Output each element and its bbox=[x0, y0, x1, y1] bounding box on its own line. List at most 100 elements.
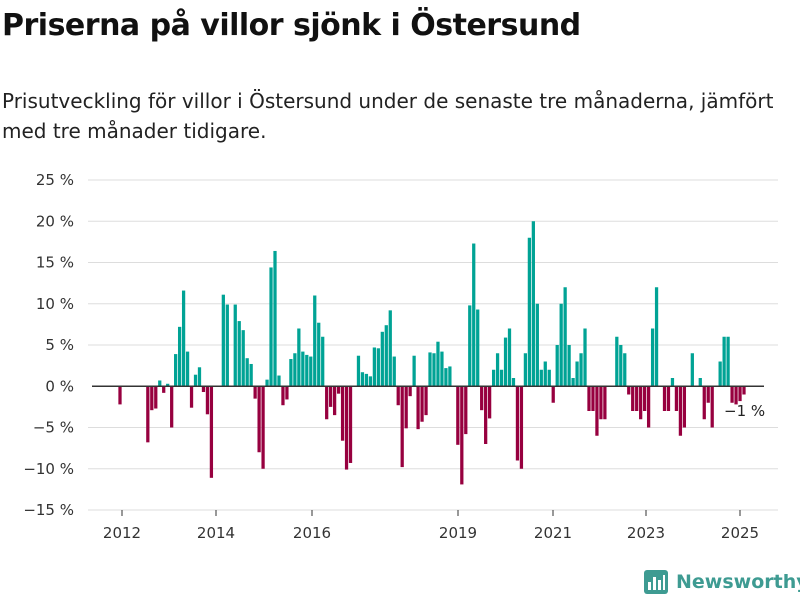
bar bbox=[329, 386, 333, 407]
bar bbox=[396, 386, 400, 406]
bar bbox=[400, 386, 404, 468]
y-tick-label: 15 % bbox=[36, 254, 74, 272]
bar bbox=[567, 345, 571, 387]
bar bbox=[412, 355, 416, 387]
bar bbox=[547, 369, 551, 387]
bar bbox=[579, 353, 583, 387]
bar bbox=[174, 354, 178, 387]
bar bbox=[559, 303, 563, 387]
bar bbox=[623, 353, 627, 387]
bar bbox=[460, 386, 464, 485]
y-tick-label: −10 % bbox=[23, 460, 74, 478]
bar bbox=[146, 386, 150, 443]
bar bbox=[432, 353, 436, 387]
bar bbox=[233, 304, 237, 387]
bar bbox=[340, 386, 345, 441]
bar bbox=[384, 325, 388, 387]
bar bbox=[166, 383, 170, 387]
bar bbox=[527, 237, 532, 387]
bar bbox=[293, 353, 297, 387]
bar bbox=[587, 386, 591, 411]
bar bbox=[372, 347, 376, 387]
bar bbox=[654, 287, 659, 387]
y-axis-ticks: 25 % 20 % 15 % 10 % 5 % 0 % −5 % −10 % −15 % bbox=[23, 171, 74, 519]
bar bbox=[507, 328, 512, 387]
bar bbox=[472, 243, 476, 387]
bar bbox=[674, 386, 679, 411]
bar bbox=[722, 336, 726, 387]
bar bbox=[177, 326, 182, 387]
y-tick-label: −5 % bbox=[33, 419, 74, 437]
bar bbox=[476, 309, 480, 387]
bar bbox=[718, 361, 722, 387]
bar bbox=[615, 336, 619, 387]
bar bbox=[551, 386, 555, 403]
x-tick-label: 2016 bbox=[293, 524, 331, 542]
bar bbox=[639, 386, 643, 420]
bar bbox=[631, 386, 635, 411]
bar bbox=[221, 294, 225, 387]
y-tick-label: 20 % bbox=[36, 212, 74, 230]
bar bbox=[364, 373, 369, 387]
bar bbox=[519, 386, 524, 469]
bar bbox=[277, 375, 281, 387]
x-tick-label: 2023 bbox=[627, 524, 665, 542]
bar bbox=[424, 386, 428, 416]
bar-chart: 25 % 20 % 15 % 10 % 5 % 0 % −5 % −10 % −15 % 201… bbox=[23, 171, 778, 542]
bar bbox=[281, 386, 285, 406]
bar bbox=[193, 374, 198, 387]
bar bbox=[456, 386, 460, 445]
brand-name: Newsworthy bbox=[676, 571, 800, 593]
bar bbox=[670, 378, 675, 387]
bar bbox=[666, 386, 671, 411]
bar bbox=[158, 380, 162, 387]
bar bbox=[575, 361, 579, 387]
bar bbox=[245, 358, 249, 387]
bar bbox=[706, 386, 710, 403]
bar bbox=[742, 386, 746, 395]
bar bbox=[635, 386, 639, 411]
y-tick-label: 10 % bbox=[36, 295, 74, 313]
y-tick-label: −15 % bbox=[23, 501, 74, 519]
bar bbox=[392, 356, 396, 387]
bar bbox=[289, 359, 293, 387]
bar bbox=[738, 386, 742, 402]
y-tick-label: 0 % bbox=[45, 377, 74, 395]
bar bbox=[189, 386, 194, 408]
bar bbox=[480, 386, 484, 411]
bar bbox=[682, 386, 687, 428]
bar bbox=[265, 379, 269, 387]
gridlines bbox=[88, 179, 778, 511]
bar bbox=[368, 376, 373, 387]
bar bbox=[185, 351, 190, 387]
bar bbox=[201, 386, 206, 393]
bar bbox=[428, 352, 432, 387]
bar bbox=[360, 372, 365, 387]
bar bbox=[150, 386, 154, 411]
bar bbox=[253, 386, 257, 399]
bar bbox=[420, 386, 424, 422]
bar bbox=[285, 386, 289, 400]
bar bbox=[273, 250, 277, 387]
bar bbox=[726, 336, 730, 387]
bar bbox=[511, 378, 516, 387]
bar bbox=[313, 295, 317, 387]
bar bbox=[118, 386, 122, 405]
x-tick-label: 2019 bbox=[439, 524, 477, 542]
bar bbox=[499, 369, 504, 387]
bar bbox=[408, 386, 412, 397]
bar bbox=[491, 369, 496, 387]
brand-logo: Newsworthy bbox=[644, 566, 800, 598]
bar bbox=[591, 386, 595, 411]
bar bbox=[309, 356, 313, 387]
bar bbox=[317, 322, 321, 387]
bar bbox=[325, 386, 329, 420]
bar bbox=[563, 287, 567, 387]
bar bbox=[595, 386, 599, 436]
bar bbox=[444, 368, 448, 387]
bar bbox=[734, 386, 738, 405]
bar bbox=[416, 386, 420, 430]
bar bbox=[336, 386, 341, 394]
x-tick-label: 2014 bbox=[197, 524, 235, 542]
x-tick-label: 2025 bbox=[721, 524, 759, 542]
